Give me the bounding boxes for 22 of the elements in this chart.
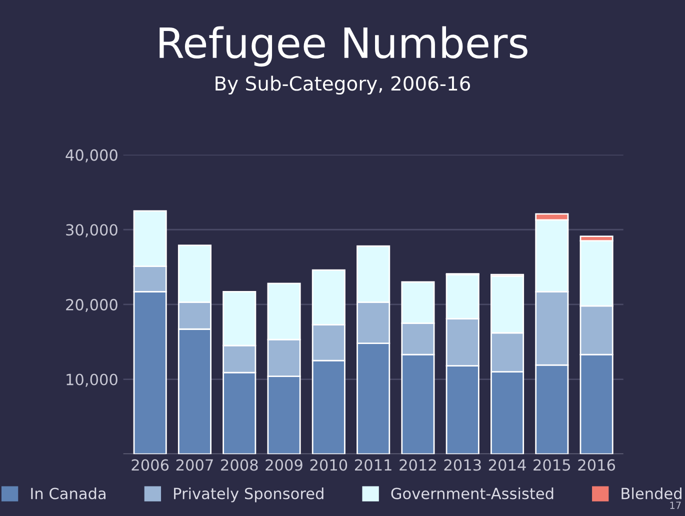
x-tick-label: 2010 [310, 459, 348, 471]
y-tick-label: 20,000 [66, 298, 118, 312]
legend-label: Government-Assisted [391, 487, 554, 500]
x-tick-label: 2014 [488, 459, 526, 471]
y-tick-label: 10,000 [66, 374, 118, 387]
x-tick-label: 2008 [221, 459, 258, 471]
legend-label: Blended [622, 487, 682, 500]
legend-label: In Canada [31, 487, 106, 500]
x-tick-label: 2011 [355, 459, 392, 471]
x-tick-label: 2013 [444, 459, 481, 471]
y-tick-label: 40,000 [66, 149, 118, 162]
x-tick-label: 2015 [534, 459, 570, 471]
x-tick-label: 2007 [176, 459, 213, 471]
chart-title: Refugee Numbers [160, 26, 528, 67]
chart-subtitle: By Sub-Category, 2006-16 [216, 76, 470, 95]
x-tick-label: 2012 [400, 459, 436, 471]
x-tick-label: 2016 [578, 459, 616, 471]
legend-label: Privately Sponsored [174, 487, 324, 502]
x-tick-label: 2009 [266, 459, 302, 471]
x-tick-label: 2006 [132, 459, 169, 471]
text: 17 [670, 502, 681, 509]
y-tick-label: 30,000 [66, 224, 118, 238]
